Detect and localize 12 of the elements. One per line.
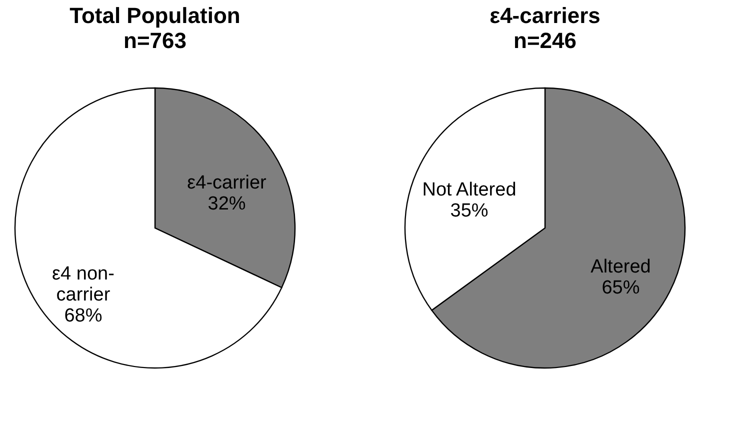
chart-title: ε4-carriers [490, 3, 600, 28]
slice-label: ε4-carrier [187, 172, 268, 194]
data-label: 32% [208, 193, 246, 214]
chart-subtitle: n=763 [124, 28, 186, 53]
slice-label: ε4 non-carrier [52, 264, 114, 306]
data-label: 65% [602, 278, 640, 299]
chart-title: Total Population [70, 3, 240, 28]
data-label: 35% [450, 200, 488, 222]
slice-label: Not Altered [422, 179, 516, 200]
data-label: 68% [64, 306, 102, 327]
chart-subtitle: n=246 [514, 28, 576, 53]
slice-label: Altered [590, 256, 651, 278]
